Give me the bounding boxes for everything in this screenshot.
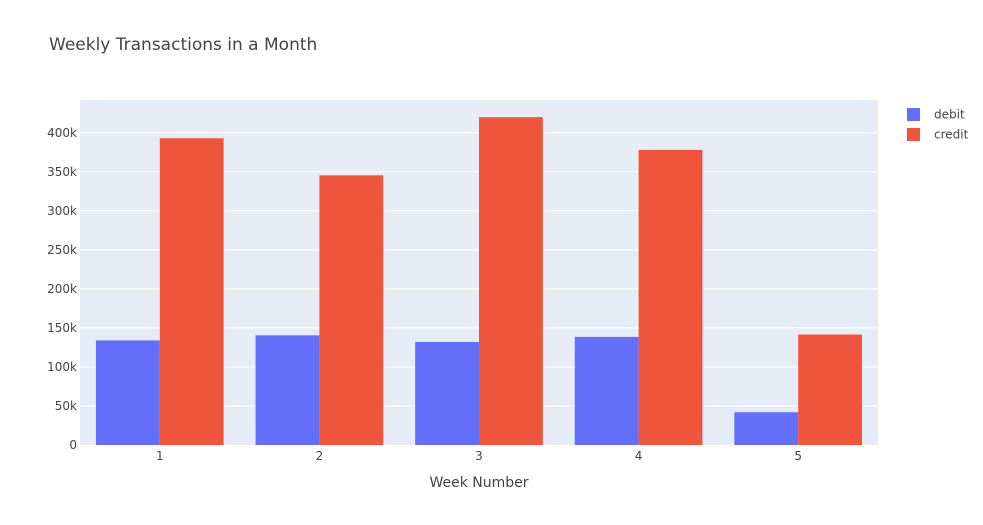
chart-title: Weekly Transactions in a Month (49, 35, 317, 55)
y-tick-label: 200k (47, 282, 77, 296)
legend-swatch-debit[interactable] (907, 108, 920, 121)
legend: debit credit (907, 108, 969, 142)
y-tick-label: 50k (55, 399, 77, 413)
bar-debit-week-3[interactable] (415, 341, 479, 445)
bar-debit-week-1[interactable] (95, 340, 160, 445)
x-tick-label: 5 (794, 449, 802, 463)
legend-swatch-credit[interactable] (907, 128, 920, 141)
x-tick-label: 1 (156, 449, 164, 463)
y-tick-label: 350k (47, 165, 77, 179)
bar-debit-week-2[interactable] (255, 335, 320, 445)
legend-label-credit: credit (934, 128, 969, 142)
bar-debit-week-5[interactable] (734, 412, 799, 445)
bar-credit-week-2[interactable] (319, 175, 384, 446)
x-tick-label: 4 (635, 449, 643, 463)
x-axis-ticks: 1 2 3 4 5 (156, 449, 802, 463)
y-axis-ticks: 0 50k 100k 150k 200k 250k 300k 350k 400k (47, 126, 77, 452)
bar-credit-week-1[interactable] (159, 138, 224, 445)
bar-debit-week-4[interactable] (574, 336, 639, 445)
x-tick-label: 2 (316, 449, 324, 463)
y-tick-label: 300k (47, 204, 77, 218)
y-tick-label: 250k (47, 243, 77, 257)
legend-label-debit: debit (934, 108, 965, 122)
y-tick-label: 100k (47, 360, 77, 374)
bar-credit-week-4[interactable] (638, 149, 703, 445)
x-tick-label: 3 (475, 449, 483, 463)
bars (95, 117, 863, 446)
y-tick-label: 150k (47, 321, 77, 335)
x-axis-title: Week Number (429, 475, 528, 491)
bar-credit-week-3[interactable] (479, 117, 543, 446)
y-tick-label: 0 (69, 438, 77, 452)
bar-credit-week-5[interactable] (798, 334, 863, 445)
y-tick-label: 400k (47, 126, 77, 140)
